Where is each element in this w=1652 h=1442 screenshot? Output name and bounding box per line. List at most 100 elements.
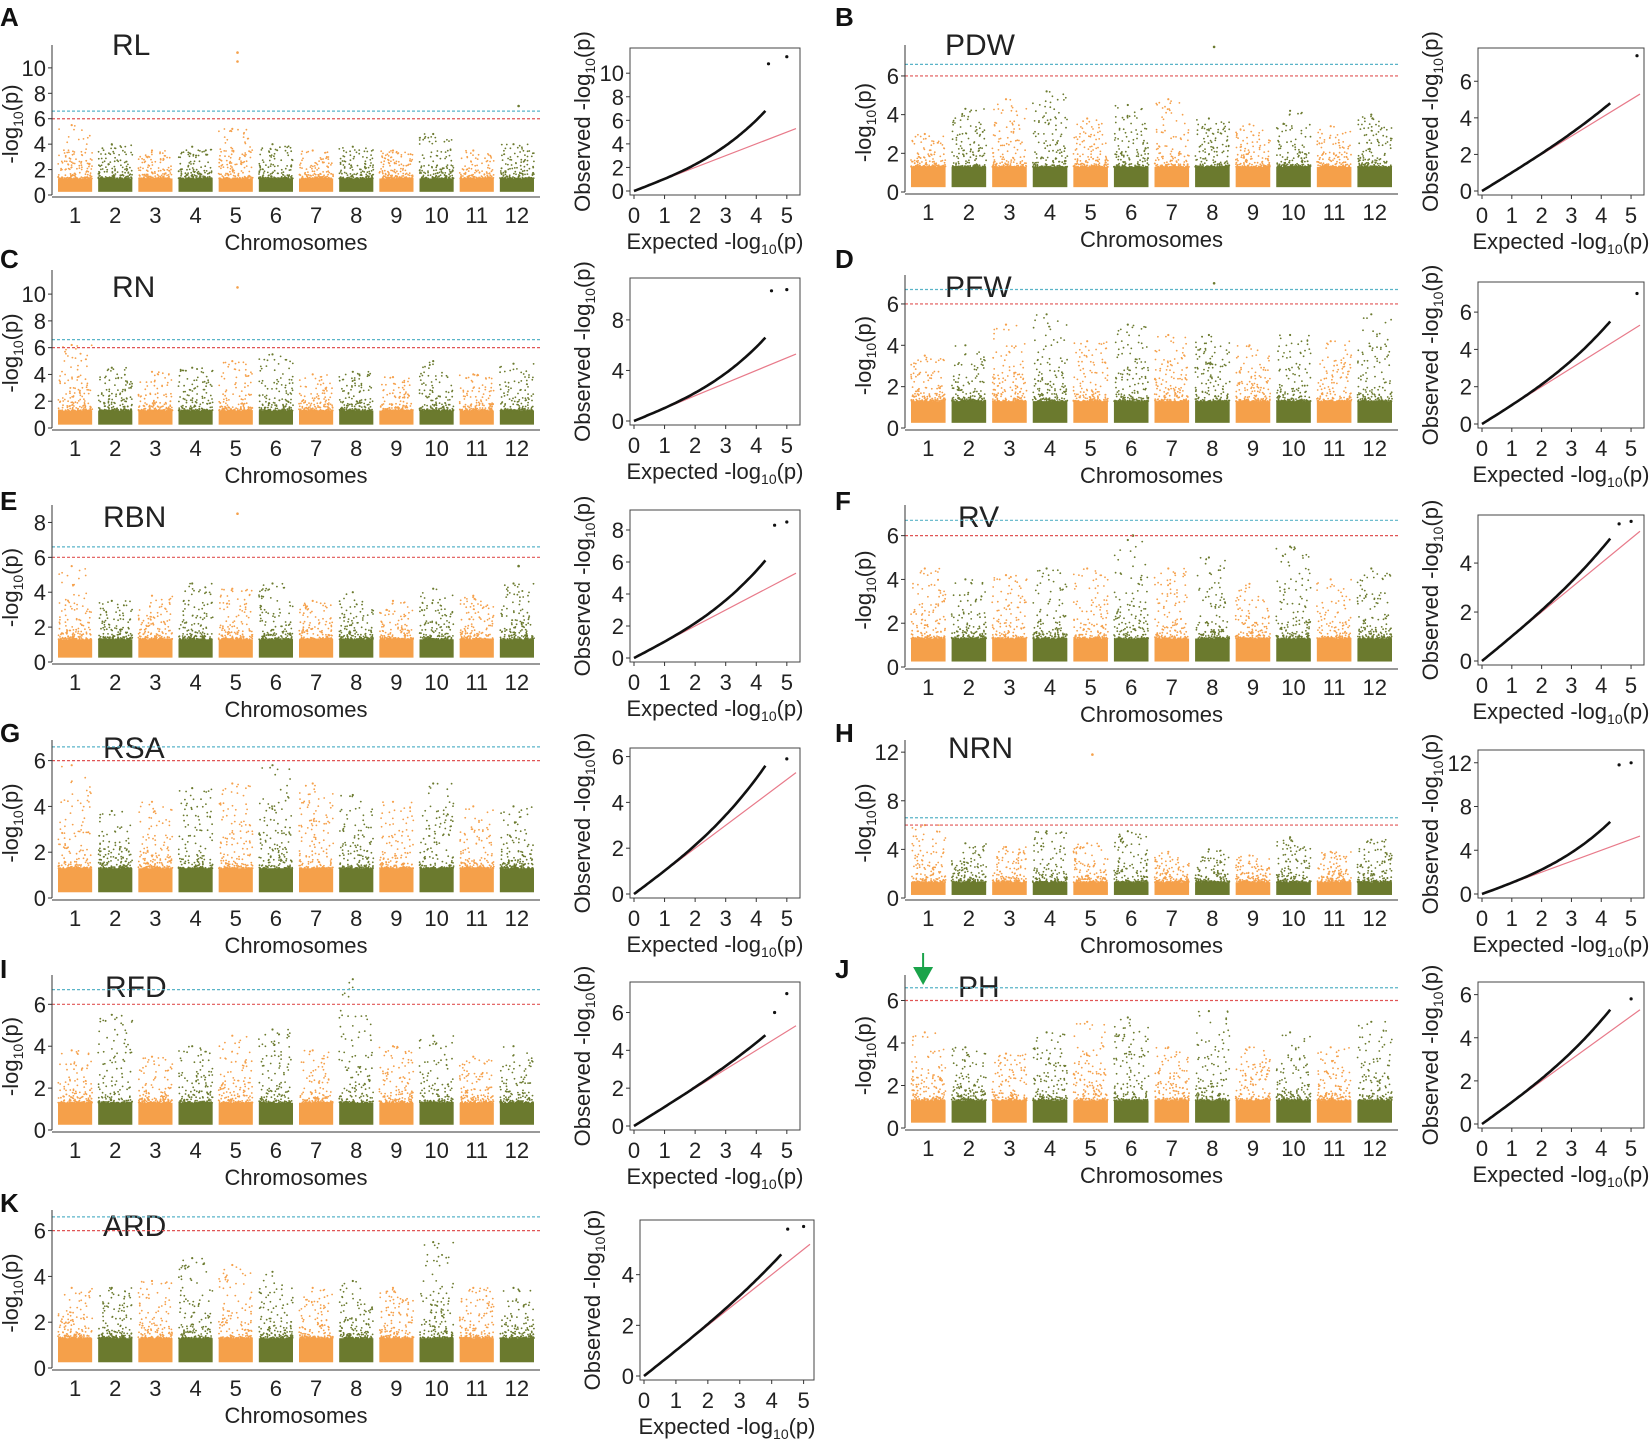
panel-c-chr-5-point (239, 408, 242, 411)
panel-b-chr-6-point (1133, 111, 1136, 114)
panel-b-chr-2-point (966, 165, 969, 168)
panel-a-chr-7-point (299, 166, 302, 169)
panel-b-chr-1-band (911, 166, 946, 188)
panel-c-chr-1-point (58, 379, 61, 382)
panel-a-chr-12-point (524, 173, 526, 176)
panel-b-chr-9-point (1237, 137, 1239, 140)
panel-c-chr-7-point (319, 376, 322, 378)
panel-b-chr-11-point (1339, 146, 1341, 149)
panel-a-chr-10-point (450, 139, 453, 141)
panel-a-chr-9-point (391, 176, 393, 179)
panel-c-chr-3-point (169, 404, 172, 407)
panel-b-chr-11-point (1347, 158, 1349, 161)
panel-a-chr-3-point (137, 167, 140, 170)
panel-b-chr-1-point (928, 160, 931, 163)
panel-b-chr-8-point (1227, 149, 1229, 152)
panel-b-chr-3-point (998, 138, 1000, 140)
panel-a-chr-12-point (502, 171, 505, 174)
panel-b-chr-12-point (1357, 154, 1360, 157)
panel-a-chr-6-point (284, 145, 286, 148)
panel-c-chr-6-point (284, 384, 287, 387)
panel-b-manhattan-ylabel-text: -log10(p) (851, 83, 879, 162)
panel-b-chr-12-point (1370, 115, 1372, 118)
panel-b-chr-5-point (1095, 119, 1098, 122)
panel-c-chr-1-point (69, 405, 71, 407)
panel-c-chr-4-point (209, 402, 212, 404)
panel-a-chr-5-point (251, 176, 254, 179)
panel-c-chr-3-point (170, 395, 173, 398)
panel-b-chr-3-point (1013, 128, 1015, 130)
panel-a-chr-2-point (101, 168, 104, 170)
panel-c-chr-4-point (189, 389, 192, 391)
panel-b-chr-9-point (1237, 159, 1239, 162)
panel-a-chr-label-3: 3 (149, 203, 161, 228)
panel-c-chr-4-point (178, 400, 180, 403)
panel-a-chr-1-point (74, 172, 76, 175)
panel-c-chr-2-point (125, 366, 127, 369)
panel-a-chr-7-point (304, 171, 307, 174)
panel-a-chr-10-point (427, 171, 429, 174)
panel-c-chr-1-point (63, 360, 66, 362)
panel-b-chr-7-point (1183, 155, 1186, 158)
panel-b-chr-1-point (943, 147, 945, 150)
panel-a-chr-9-point (380, 168, 382, 170)
panel-a-chr-2-point (116, 171, 119, 174)
panel-a-chr-4-point (188, 152, 191, 155)
panel-c-chr-2-point (107, 406, 109, 408)
panel-b-chr-1-point (933, 160, 935, 163)
panel-a-chr-5-point (220, 173, 223, 176)
panel-a-chr-1-point (84, 151, 87, 154)
panel-a-chr-7-point (328, 171, 331, 174)
panel-b-chr-8-point (1216, 164, 1219, 166)
panel-b-chr-10-point (1290, 140, 1292, 143)
panel-b-chr-4-point (1036, 157, 1038, 159)
panel-a-chr-4-point (195, 168, 198, 171)
panel-a-chr-2-point (117, 160, 120, 163)
panel-a-chr-6-point (261, 176, 264, 179)
panel-c-chr-7-point (327, 409, 330, 412)
panel-a-chr-2-point (119, 159, 122, 162)
panel-c-chr-1-point (67, 379, 70, 382)
panel-b-chr-2-point (979, 165, 981, 168)
panel-a-chr-2-point (125, 167, 128, 170)
panel-a-chr-8-point (364, 160, 367, 163)
panel-c-chr-4-point (209, 394, 212, 397)
panel-b-chr-12-point (1359, 159, 1361, 162)
panel-b-chr-10-point (1281, 156, 1284, 158)
panel-a-xlabel: Chromosomes (224, 230, 367, 255)
panel-a-chr-6-point (272, 171, 274, 174)
panel-b-chr-6-point (1114, 116, 1117, 118)
panel-b-chr-label-12: 12 (1362, 200, 1386, 225)
panel-c-chr-6-point (264, 396, 266, 398)
panel-b-chr-6-point (1140, 154, 1143, 157)
panel-b-chr-4-point (1043, 142, 1046, 145)
panel-b-trait-title: PDW (945, 29, 1016, 62)
panel-b-chr-5-point (1105, 157, 1108, 159)
panel-b-chr-6-point (1140, 134, 1143, 137)
panel-a-chr-8-point (339, 176, 342, 178)
panel-b-chr-7-point (1169, 153, 1172, 155)
panel-b-chr-8-point (1203, 140, 1206, 143)
panel-b-chr-6-point (1117, 145, 1120, 147)
panel-a-chr-12-point (520, 168, 523, 171)
panel-a-chr-9-points (378, 149, 414, 192)
panel-c-chr-3-point (146, 403, 148, 406)
panel-b-chr-4-point (1049, 101, 1052, 104)
panel-a-chr-9-point (407, 177, 409, 180)
panel-b-chr-9-point (1248, 151, 1251, 154)
panel-b-chr-7-point (1187, 139, 1189, 142)
panel-c-chr-6-point (259, 409, 262, 412)
panel-a-chr-7-point (317, 173, 320, 176)
panel-a-chr-1-point (65, 160, 68, 163)
panel-a-chr-2-point (125, 153, 127, 156)
panel-b-chr-11-point (1321, 165, 1323, 168)
panel-a-chr-9-point (394, 171, 397, 174)
panel-a-chr-10-point (424, 135, 427, 138)
panel-b-chr-6-point (1124, 162, 1127, 165)
panel-b-chr-2-point (966, 118, 969, 121)
panel-a-chr-6-point (261, 168, 264, 171)
panel-a-chr-6-point (277, 165, 279, 167)
panel-c-chr-5-point (251, 373, 253, 375)
panel-c-chr-5-point (222, 401, 225, 403)
panel-c-chr-3-point (168, 373, 170, 375)
